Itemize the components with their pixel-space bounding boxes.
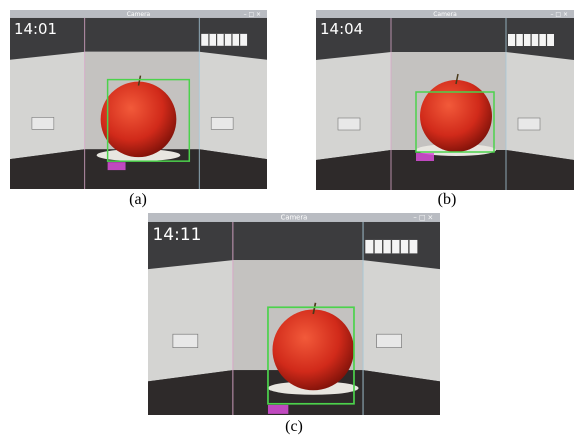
detection-label: [416, 153, 434, 161]
bracket: [377, 334, 402, 347]
figure: Camera – □ × 14:01 Camera – □ × 14:04 Camera…: [0, 0, 576, 439]
window-title: Camera: [433, 11, 457, 18]
apple: [272, 310, 353, 391]
apple: [101, 82, 177, 158]
timestamp: 14:04: [320, 20, 363, 38]
window-controls: – □ ×: [413, 214, 433, 222]
camera-window: Camera – □ × 14:01: [10, 10, 267, 189]
bracket: [32, 117, 54, 129]
apple: [420, 80, 492, 152]
camera-window: Camera – □ × 14:04: [316, 10, 574, 190]
caption: (b): [417, 191, 477, 209]
window-title: Camera: [281, 214, 308, 222]
bracket: [211, 117, 233, 129]
bracket: [173, 334, 198, 347]
camera-window: Camera – □ × 14:11: [148, 213, 440, 415]
window-title: Camera: [127, 11, 151, 18]
window-controls: – □ ×: [244, 11, 261, 18]
timestamp: 14:11: [153, 224, 202, 244]
bracket: [338, 118, 360, 130]
caption: (a): [108, 191, 168, 209]
detection-label: [108, 162, 126, 170]
caption: (c): [264, 418, 324, 436]
timestamp: 14:01: [14, 20, 57, 38]
detection-label: [268, 405, 288, 414]
floor: [316, 150, 574, 190]
bracket: [518, 118, 540, 130]
window-controls: – □ ×: [550, 11, 568, 18]
